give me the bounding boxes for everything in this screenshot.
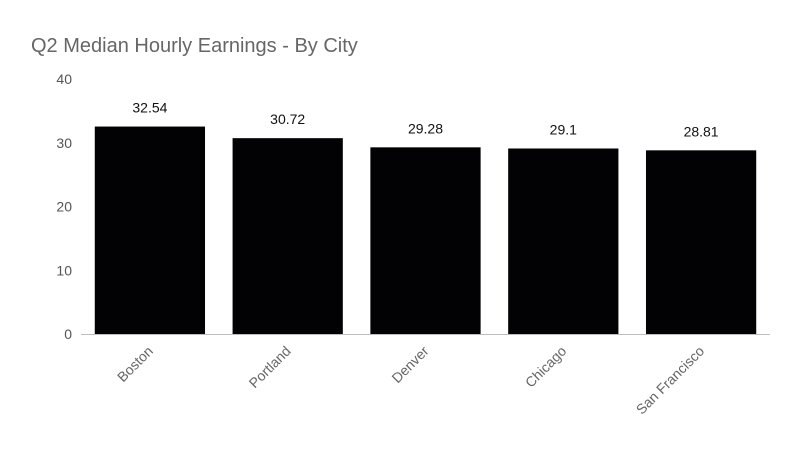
y-tick-label: 0 (64, 326, 72, 342)
data-label: 29.28 (408, 120, 443, 136)
x-tick-label: San Francisco (633, 343, 708, 418)
bar-portland[interactable] (232, 138, 343, 334)
bar-boston[interactable] (94, 126, 206, 334)
x-tick-label: Portland (246, 343, 294, 391)
x-axis: Boston Portland Denver Chicago San Francisco (81, 334, 770, 418)
y-axis: 0 10 20 30 40 (56, 71, 72, 342)
bar-chicago[interactable] (508, 148, 619, 334)
x-tick-label: Chicago (522, 343, 570, 391)
y-tick-label: 30 (56, 135, 72, 151)
y-tick-label: 20 (56, 199, 72, 215)
data-label: 28.81 (684, 123, 719, 139)
bars (94, 126, 757, 334)
bar-denver[interactable] (370, 147, 481, 334)
y-tick-label: 10 (56, 262, 72, 278)
chart-title: Q2 Median Hourly Earnings - By City (31, 35, 358, 57)
data-labels: 32.54 30.72 29.28 29.1 28.81 (132, 100, 718, 140)
bar-san-francisco[interactable] (645, 150, 757, 334)
data-label: 32.54 (132, 100, 167, 116)
y-tick-label: 40 (56, 71, 72, 87)
data-label: 30.72 (270, 111, 305, 127)
x-tick-label: Denver (388, 343, 431, 386)
x-tick-label: Boston (114, 343, 156, 385)
data-label: 29.1 (550, 121, 577, 137)
